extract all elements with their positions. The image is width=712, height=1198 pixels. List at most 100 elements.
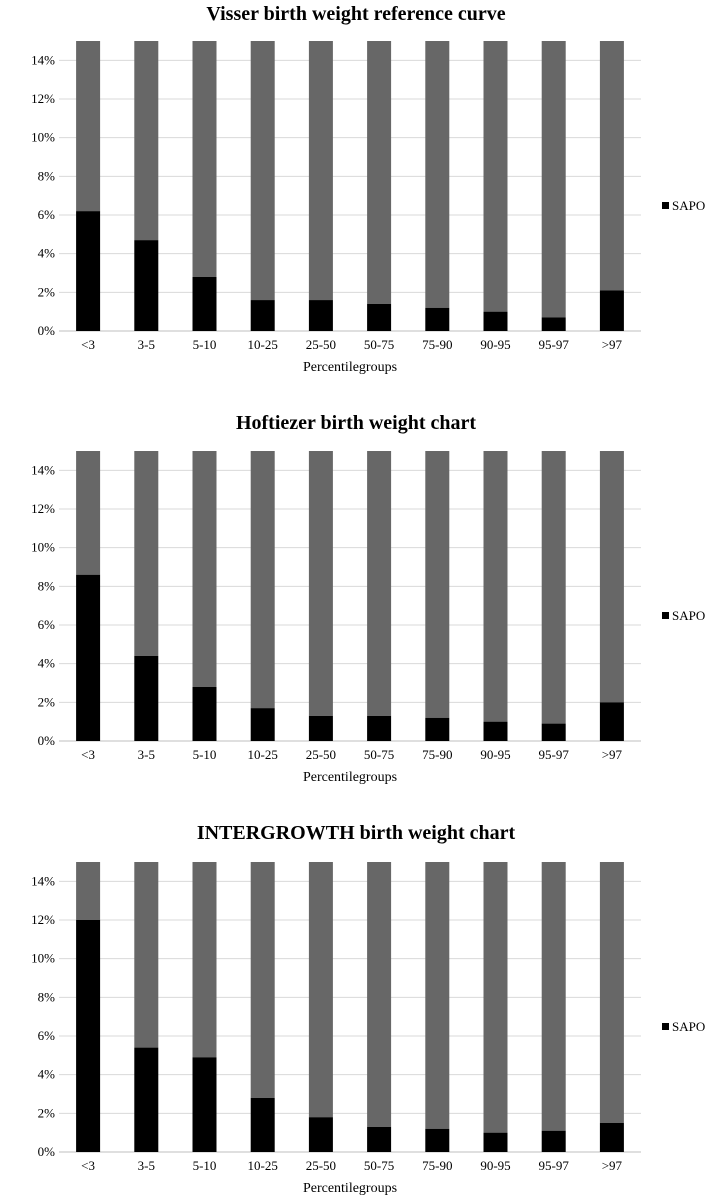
bar-remainder (192, 862, 217, 1058)
bar-remainder (367, 451, 392, 716)
y-tick-label: 4% (38, 246, 56, 261)
x-tick-label: 3-5 (138, 747, 155, 762)
bar-sapo (134, 1047, 159, 1152)
bar-remainder (541, 41, 566, 318)
bar-sapo (250, 1097, 275, 1152)
bar-remainder (134, 862, 159, 1048)
x-tick-label: 95-97 (539, 747, 570, 762)
x-tick-label: 25-50 (306, 337, 336, 352)
bar-remainder (541, 862, 566, 1131)
bar-remainder (599, 862, 624, 1123)
y-tick-label: 14% (31, 52, 55, 67)
x-tick-label: 90-95 (480, 1158, 510, 1173)
bar-sapo (367, 1126, 392, 1152)
chart-intergrowth: INTERGROWTH birth weight chart 0% 2% 4% 6% 8%… (31, 822, 705, 1196)
bar-remainder (599, 451, 624, 703)
x-tick-label: 50-75 (364, 747, 394, 762)
bar-sapo (76, 920, 101, 1152)
y-tick-label: 10% (31, 540, 55, 555)
bar-sapo (192, 276, 217, 331)
bar-remainder (308, 451, 333, 716)
legend-swatch (662, 202, 669, 209)
chart-title: INTERGROWTH birth weight chart (197, 822, 516, 844)
y-tick-label: 14% (31, 462, 55, 477)
legend-label: SAPO (672, 198, 705, 213)
y-tick-label: 2% (38, 694, 56, 709)
y-tick-label: 0% (38, 1144, 56, 1159)
x-tick-label: 5-10 (193, 1158, 217, 1173)
x-tick-label: 95-97 (539, 1158, 570, 1173)
x-axis-label: Percentilegroups (303, 1181, 397, 1196)
bar-remainder (483, 41, 508, 312)
bar-remainder (134, 451, 159, 656)
y-tick-label: 6% (38, 1028, 56, 1043)
chart-hoftiezer: Hoftiezer birth weight chart 0% 2% 4% 6% 8% 10… (31, 412, 705, 785)
bar-sapo (599, 702, 624, 741)
x-tick-label: <3 (81, 1158, 95, 1173)
y-tick-label: 2% (38, 1105, 56, 1120)
bar-remainder (308, 41, 333, 301)
bar-remainder (425, 451, 450, 718)
y-tick-label: 10% (31, 130, 55, 145)
x-tick-label: 3-5 (138, 1158, 155, 1173)
y-tick-label: 8% (38, 578, 56, 593)
y-tick-label: 12% (31, 912, 55, 927)
y-tick-label: 14% (31, 873, 55, 888)
y-tick-label: 4% (38, 1067, 56, 1082)
bar-sapo (541, 1130, 566, 1152)
y-tick-label: 12% (31, 501, 55, 516)
bar-sapo (134, 655, 159, 741)
bar-sapo (425, 307, 450, 331)
bar-sapo (76, 211, 101, 331)
bar-sapo (483, 721, 508, 741)
bar-remainder (76, 41, 101, 212)
bar-remainder (134, 41, 159, 241)
x-axis-label: Percentilegroups (303, 360, 397, 375)
bar-sapo (599, 1123, 624, 1152)
bar-remainder (541, 451, 566, 724)
bar-remainder (76, 451, 101, 575)
x-tick-label: <3 (81, 337, 95, 352)
x-tick-label: 90-95 (480, 337, 510, 352)
x-tick-label: 50-75 (364, 1158, 394, 1173)
bar-sapo (367, 303, 392, 331)
bar-sapo (483, 1132, 508, 1152)
bar-remainder (250, 451, 275, 709)
chart-visser: Visser birth weight reference curve 0% 2% 4… (31, 3, 705, 375)
bar-sapo (134, 240, 159, 331)
bar-remainder (250, 41, 275, 301)
x-tick-label: 90-95 (480, 747, 510, 762)
bar-sapo (192, 1057, 217, 1152)
y-tick-label: 10% (31, 951, 55, 966)
bar-sapo (308, 1117, 333, 1152)
x-tick-label: 95-97 (539, 337, 570, 352)
bar-sapo (541, 317, 566, 331)
x-tick-label: 10-25 (248, 747, 278, 762)
x-tick-label: 50-75 (364, 337, 394, 352)
bar-sapo (308, 715, 333, 741)
y-tick-label: 8% (38, 989, 56, 1004)
x-tick-label: >97 (602, 337, 623, 352)
x-tick-label: >97 (602, 1158, 623, 1173)
bar-sapo (599, 290, 624, 331)
y-tick-label: 8% (38, 168, 56, 183)
bar-remainder (425, 41, 450, 308)
x-tick-label: 10-25 (248, 1158, 278, 1173)
chart-title: Visser birth weight reference curve (206, 3, 505, 25)
legend-label: SAPO (672, 1019, 705, 1034)
x-tick-label: >97 (602, 747, 623, 762)
bar-remainder (308, 862, 333, 1118)
bar-remainder (367, 41, 392, 304)
y-tick-label: 4% (38, 656, 56, 671)
bar-sapo (425, 1128, 450, 1152)
x-tick-label: 5-10 (193, 337, 217, 352)
x-tick-label: 25-50 (306, 1158, 336, 1173)
bar-remainder (367, 862, 392, 1127)
y-tick-label: 12% (31, 91, 55, 106)
bar-remainder (483, 862, 508, 1133)
y-tick-label: 0% (38, 733, 56, 748)
legend-swatch (662, 612, 669, 619)
legend-swatch (662, 1023, 669, 1030)
bar-remainder (483, 451, 508, 722)
bar-sapo (250, 708, 275, 741)
